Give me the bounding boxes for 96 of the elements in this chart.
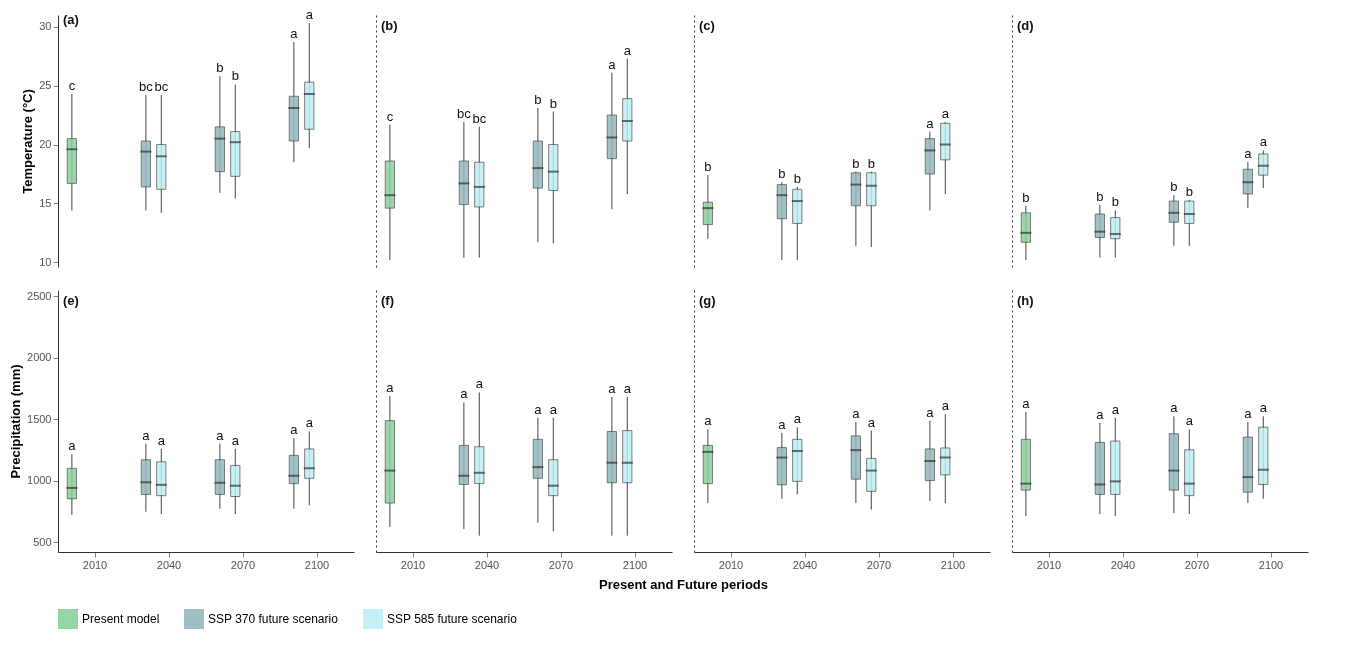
y-tick-label: 2500 [27, 289, 52, 302]
text: a [290, 421, 298, 437]
text: a [475, 376, 483, 392]
text: a [1096, 406, 1104, 422]
text: b [549, 95, 557, 111]
text: b [1096, 188, 1104, 204]
chart-title: (a) [63, 12, 79, 28]
text: a [1111, 401, 1119, 417]
text: b [1170, 179, 1178, 195]
x-tick-label: 2100 [940, 558, 966, 571]
text: a [623, 380, 631, 396]
x-tick-label: 2070 [548, 558, 574, 571]
x-tick-label: 2010 [718, 558, 744, 571]
text: b [1185, 183, 1193, 199]
x-tick-label: 2070 [866, 558, 892, 571]
text: b [778, 166, 786, 182]
text: a [290, 26, 298, 42]
text: a [1022, 395, 1030, 411]
text: b [852, 155, 860, 171]
text: a [793, 411, 801, 427]
x-tick-label: 2040 [156, 558, 182, 571]
text: a [926, 404, 934, 420]
chart-title: (c) [699, 18, 715, 33]
x-axis-title: Present and Future periods [598, 576, 769, 592]
text: c [386, 108, 394, 124]
text: b [534, 92, 542, 108]
x-tick-label: 2100 [1258, 558, 1284, 571]
y-tick-label: 1000 [27, 474, 52, 487]
legend-label: SSP 370 future scenario [208, 612, 339, 626]
y-tick-label: 2000 [27, 351, 52, 364]
chart-title: (e) [63, 293, 79, 308]
legend-label: SSP 585 future scenario [387, 612, 518, 626]
text: b [231, 68, 239, 84]
text: b [867, 155, 875, 171]
text: a [549, 401, 557, 417]
y-axis-title: Temperature (°C) [20, 89, 36, 194]
text: bc [457, 106, 471, 122]
text: a [1259, 400, 1267, 416]
text: a [941, 106, 949, 122]
x-tick-label: 2070 [230, 558, 256, 571]
x-tick-label: 2010 [400, 558, 426, 571]
text: a [68, 438, 76, 454]
text: a [1185, 413, 1193, 429]
text: c [68, 77, 76, 93]
text: b [1111, 194, 1119, 210]
text: a [305, 415, 313, 431]
text: a [1244, 405, 1252, 421]
chart-title: (h) [1017, 293, 1034, 308]
text: a [157, 432, 165, 448]
text: a [386, 379, 394, 395]
x-tick-label: 2070 [1184, 558, 1210, 571]
chart-title: (d) [1017, 18, 1034, 33]
y-tick-label: 500 [33, 535, 52, 548]
text: a [142, 427, 150, 443]
y-tick-label: 30 [39, 20, 52, 33]
text: a [1259, 134, 1267, 150]
text: bc [472, 110, 487, 126]
chart-title: (b) [381, 18, 398, 33]
x-tick-label: 2040 [792, 558, 818, 571]
text: a [534, 401, 542, 417]
x-tick-label: 2010 [1036, 558, 1062, 571]
x-tick-label: 2010 [82, 558, 108, 571]
text: a [608, 56, 616, 72]
text: a [608, 380, 616, 396]
text: bc [139, 79, 153, 95]
y-tick-label: 10 [39, 255, 52, 268]
y-tick-label: 20 [39, 138, 52, 151]
legend-label: Present model [82, 612, 160, 626]
x-tick-label: 2040 [474, 558, 500, 571]
text: b [216, 60, 224, 76]
text: a [941, 398, 949, 414]
text: a [778, 416, 786, 432]
x-tick-label: 2100 [304, 558, 330, 571]
text: b [704, 159, 712, 175]
text: a [867, 414, 875, 430]
y-tick-label: 25 [39, 79, 52, 92]
text: a [305, 7, 313, 23]
chart-title: (g) [699, 293, 716, 308]
text: a [216, 427, 224, 443]
text: a [623, 42, 631, 58]
text: a [926, 115, 934, 131]
text: a [460, 386, 468, 402]
text: a [704, 413, 712, 429]
text: b [793, 170, 801, 186]
text: bc [154, 79, 169, 95]
chart-title: (f) [381, 293, 394, 308]
x-tick-label: 2100 [622, 558, 648, 571]
text: a [1244, 146, 1252, 162]
text: a [231, 432, 239, 448]
y-tick-label: 15 [39, 196, 52, 209]
text: a [1170, 400, 1178, 416]
x-tick-label: 2040 [1110, 558, 1136, 571]
y-tick-label: 1500 [27, 412, 52, 425]
text: a [852, 405, 860, 421]
y-axis-title: Precipitation (mm) [8, 364, 24, 479]
text: b [1022, 189, 1030, 205]
